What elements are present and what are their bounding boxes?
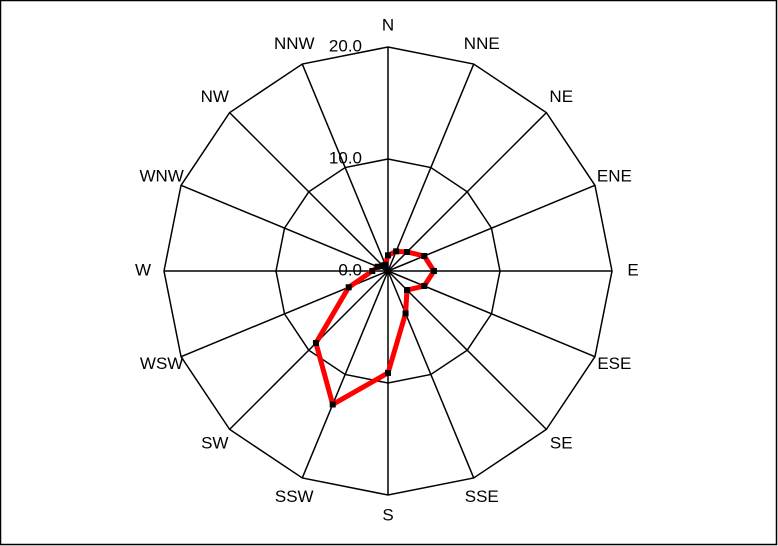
data-point [385, 369, 391, 376]
category-label: N [382, 15, 394, 34]
data-point [421, 252, 428, 259]
data-point [393, 248, 400, 255]
data-point [421, 283, 428, 290]
spoke [387, 270, 475, 479]
r-tick-label: 0.0 [338, 260, 362, 279]
data-point [404, 248, 411, 255]
category-label: NNW [274, 34, 315, 53]
data-point [329, 401, 336, 408]
category-label: NW [201, 87, 229, 106]
spoke [301, 63, 389, 272]
category-label: ENE [597, 167, 632, 186]
category-label: E [627, 260, 638, 279]
category-label: W [135, 260, 151, 279]
data-point [404, 287, 411, 294]
data-point [312, 340, 319, 347]
category-label: ESE [597, 354, 631, 373]
spoke [387, 63, 475, 272]
spoke [229, 270, 389, 430]
data-point [382, 261, 389, 268]
category-label: SE [550, 434, 573, 453]
spoke [387, 112, 547, 272]
category-label: WNW [139, 167, 183, 186]
category-label: WSW [140, 354, 183, 373]
category-label: S [382, 505, 393, 524]
spoke [229, 112, 389, 272]
data-point [369, 268, 376, 274]
r-tick-label: 10.0 [329, 148, 362, 167]
data-point [402, 310, 409, 317]
data-point [430, 268, 437, 274]
data-point [374, 263, 381, 270]
spoke [180, 184, 389, 272]
category-label: NNE [464, 34, 500, 53]
spoke [387, 270, 547, 430]
data-point [385, 252, 391, 259]
category-label: NE [549, 87, 573, 106]
spoke [301, 270, 389, 479]
category-label: SW [201, 434, 228, 453]
data-point [345, 284, 352, 291]
category-label: SSE [465, 487, 499, 506]
r-tick-label: 20.0 [329, 36, 362, 55]
category-label: SSW [275, 487, 314, 506]
